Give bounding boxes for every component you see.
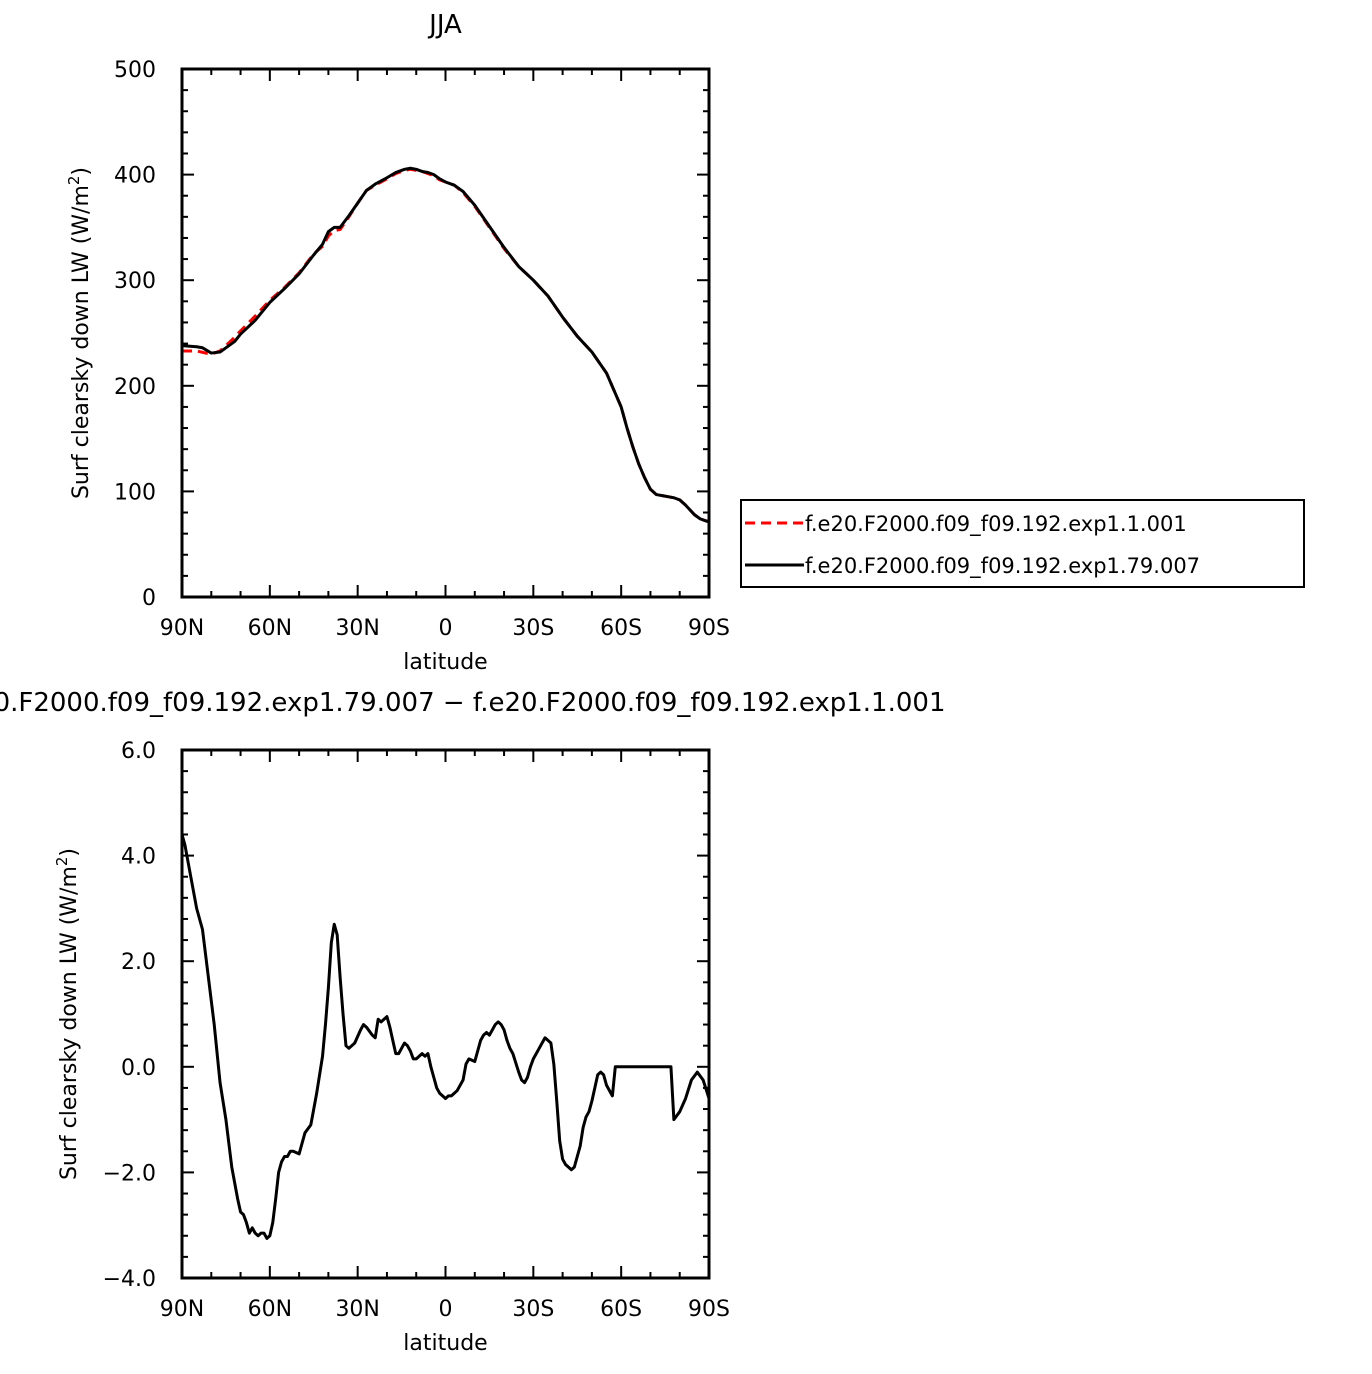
x-tick-label: 90S: [688, 1297, 730, 1322]
y-axis-label: Surf clearsky down LW (W/m2): [53, 848, 82, 1180]
panel-bottom-difference-chart: f.e20.F2000.f09_f09.192.exp1.79.007 − f.…: [0, 688, 945, 1356]
y-tick-label: 400: [114, 164, 156, 189]
legend-label-2: f.e20.F2000.f09_f09.192.exp1.79.007: [805, 554, 1200, 579]
x-axis-label: latitude: [403, 650, 487, 675]
y-axis-label-end: ): [69, 167, 94, 176]
chart-title: JJA: [427, 10, 462, 40]
x-tick-label: 60S: [600, 616, 642, 641]
x-tick-label: 30N: [335, 1297, 379, 1322]
x-tick-label: 0: [439, 1297, 453, 1322]
x-tick-label: 90S: [688, 616, 730, 641]
y-axis-label-superscript: 2: [53, 857, 71, 867]
y-tick-label: 6.0: [121, 739, 156, 764]
y-tick-label: 0: [142, 586, 156, 611]
x-tick-label: 90N: [160, 616, 204, 641]
series-line-1: [180, 832, 711, 1240]
y-tick-label: 0.0: [121, 1056, 156, 1081]
legend: f.e20.F2000.f09_f09.192.exp1.1.001 f.e20.…: [740, 499, 1305, 588]
x-tick-label: 30N: [335, 616, 379, 641]
x-tick-label: 60N: [248, 1297, 292, 1322]
y-axis-label-superscript: 2: [65, 176, 83, 186]
y-tick-label: 200: [114, 375, 156, 400]
x-tick-label: 90N: [160, 1297, 204, 1322]
y-axis-label-main: Surf clearsky down LW (W/m: [69, 185, 94, 499]
chart-title: f.e20.F2000.f09_f09.192.exp1.79.007 − f.…: [0, 688, 945, 718]
legend-label-1: f.e20.F2000.f09_f09.192.exp1.1.001: [805, 512, 1187, 537]
series-line-2: [180, 166, 711, 524]
x-tick-label: 0: [439, 616, 453, 641]
x-tick-label: 30S: [512, 1297, 554, 1322]
series-line-1: [182, 167, 709, 523]
y-tick-label: 300: [114, 269, 156, 294]
y-tick-label: 500: [114, 58, 156, 83]
y-axis-label-main: Surf clearsky down LW (W/m: [57, 866, 82, 1180]
y-tick-label: 100: [114, 480, 156, 505]
y-tick-label: 4.0: [121, 845, 156, 870]
panel-top-line-chart: JJA 90N 60N 30N 0 30S 60S 90S 0 100 200 300 400 500 la…: [65, 10, 1305, 675]
x-tick-label: 60N: [248, 616, 292, 641]
plot-frame: [180, 748, 711, 1280]
x-axis-label: latitude: [403, 1331, 487, 1356]
y-axis-label-end: ): [57, 848, 82, 857]
plot-frame: [180, 67, 711, 599]
x-tick-label: 60S: [600, 1297, 642, 1322]
y-tick-label: −2.0: [103, 1161, 156, 1186]
x-tick-label: 30S: [512, 616, 554, 641]
y-tick-label: −4.0: [103, 1267, 156, 1292]
y-tick-label: 2.0: [121, 950, 156, 975]
y-axis-label: Surf clearsky down LW (W/m2): [65, 167, 94, 499]
legend-box: [740, 499, 1305, 588]
